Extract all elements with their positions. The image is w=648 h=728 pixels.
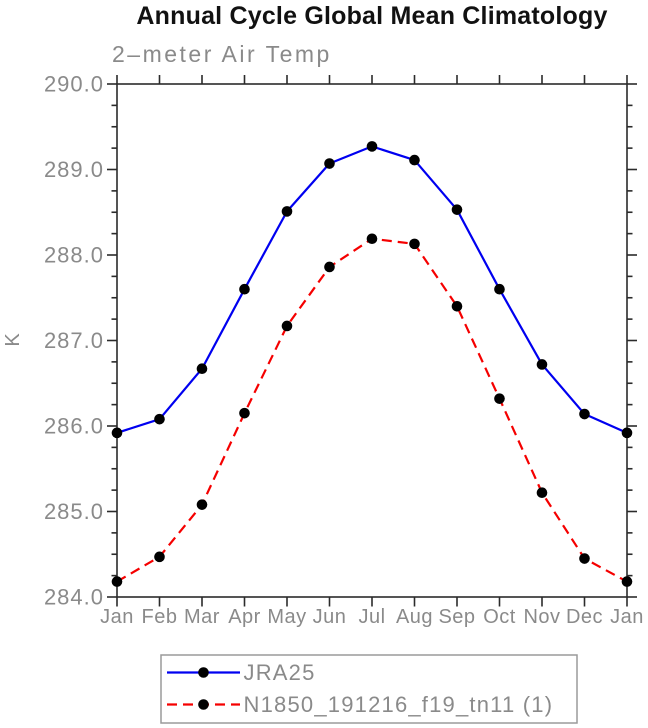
x-tick-label: Sep	[438, 606, 475, 628]
data-point	[281, 206, 293, 217]
data-point	[324, 158, 335, 169]
x-tick-label: Jan	[610, 606, 644, 628]
y-tick-label: 286.0	[44, 414, 104, 439]
data-point	[366, 141, 378, 152]
data-point	[324, 261, 335, 273]
x-tick-label: Oct	[483, 606, 516, 628]
x-tick-label: Dec	[566, 606, 603, 628]
data-point	[494, 283, 505, 295]
data-point	[579, 408, 590, 420]
x-tick-label: Jul	[358, 606, 385, 628]
data-point	[154, 551, 165, 563]
legend-marker	[198, 699, 209, 710]
legend-marker	[198, 667, 209, 678]
x-tick-label: Jan	[100, 606, 134, 628]
data-point	[494, 393, 505, 404]
plot-frame	[116, 83, 628, 598]
x-tick-label: Apr	[228, 606, 261, 628]
x-tick-label: Nov	[523, 606, 560, 628]
data-point	[451, 301, 463, 312]
y-tick-label: 288.0	[44, 243, 104, 268]
y-axis-label: K	[2, 333, 24, 347]
data-point	[451, 204, 463, 215]
data-point	[239, 407, 250, 419]
data-point	[621, 576, 633, 587]
data-point	[111, 427, 123, 439]
series-line-n1850	[116, 237, 628, 583]
x-tick-label: Aug	[396, 606, 433, 628]
data-point	[536, 359, 548, 370]
chart-title: Annual Cycle Global Mean Climatology	[136, 2, 608, 30]
x-tick-label: May	[267, 606, 306, 628]
legend-label: N1850_191216_f19_tn11 (1)	[244, 692, 554, 717]
y-tick-label: 289.0	[44, 157, 104, 182]
data-point	[536, 487, 548, 498]
y-tick-label: 285.0	[44, 499, 104, 524]
data-point	[111, 576, 123, 587]
legend-box	[160, 654, 578, 724]
y-tick-label: 290.0	[44, 72, 104, 97]
chart-subtitle: 2–meter Air Temp	[112, 41, 332, 67]
series-line-jra25	[116, 145, 628, 434]
x-tick-label: Mar	[184, 606, 220, 628]
data-point	[196, 499, 208, 510]
data-point	[409, 154, 420, 166]
y-tick-label: 284.0	[44, 585, 104, 610]
y-tick-label: 287.0	[44, 328, 104, 353]
data-point	[154, 413, 165, 425]
data-point	[621, 427, 633, 439]
data-point	[196, 363, 208, 375]
data-point	[281, 320, 293, 332]
data-point	[579, 553, 590, 564]
x-tick-label: Jun	[313, 606, 347, 628]
data-point	[239, 283, 250, 295]
data-point	[366, 233, 378, 245]
data-point	[409, 238, 420, 250]
x-tick-label: Feb	[142, 606, 178, 628]
legend-label: JRA25	[244, 660, 316, 685]
